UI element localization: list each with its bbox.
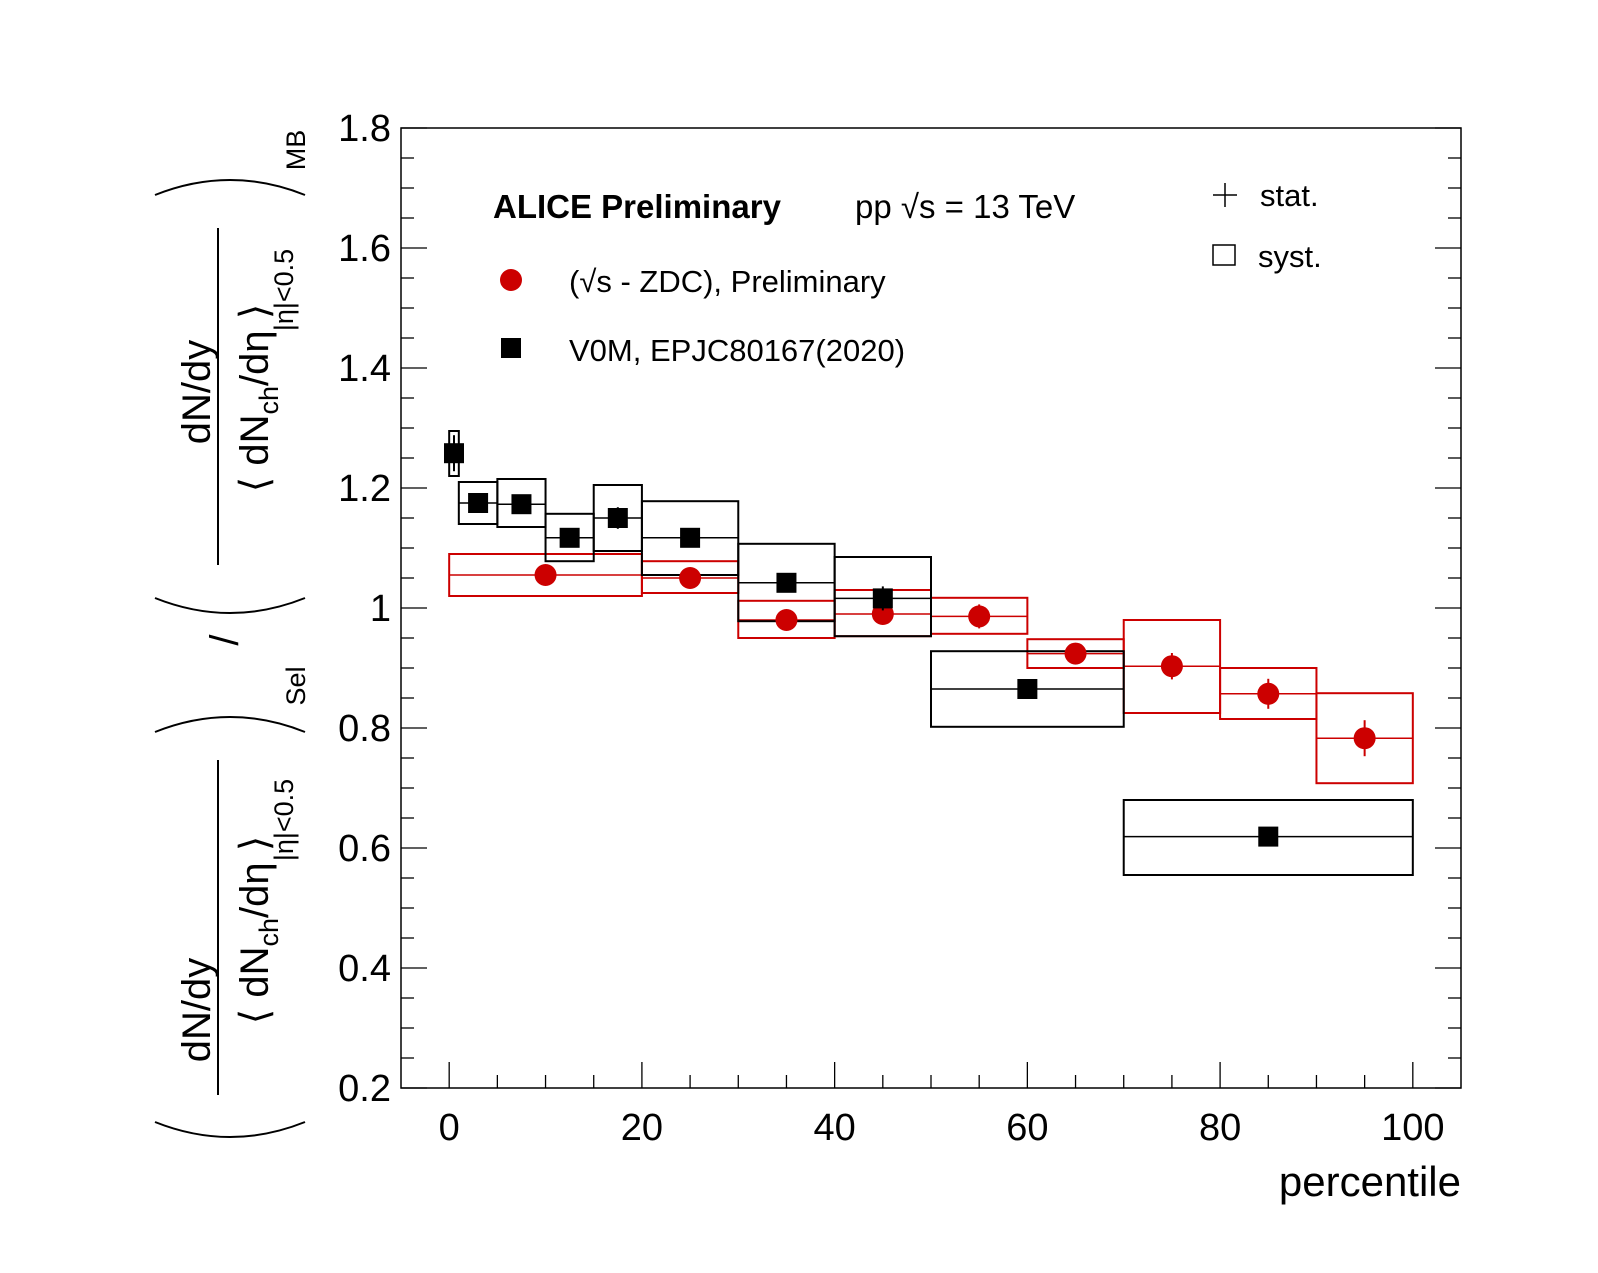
syst-legend-icon xyxy=(1212,244,1236,266)
y-axis-label: dN/dy ⟨ dNch/dη ⟩ |η|<0.5 Sel / dN/dy ⟨ … xyxy=(154,130,311,1138)
y-tick-label: 1.8 xyxy=(338,108,391,150)
axis-ticks xyxy=(401,127,1461,1089)
data-point-v0m xyxy=(559,527,580,548)
legend-marker-v0m xyxy=(501,338,521,358)
ylabel-mb-denominator: ⟨ dNch/dη ⟩ xyxy=(233,304,284,493)
data-point-v0m xyxy=(468,493,489,513)
data-point-zdc xyxy=(775,609,798,631)
ylabel-mb-numerator: dN/dy xyxy=(175,340,219,445)
ylabel-sel-denom-prefix: ⟨ dN xyxy=(233,947,277,1025)
data-point-v0m xyxy=(872,588,893,609)
data-markers xyxy=(444,435,1376,847)
y-tick-label: 0.2 xyxy=(338,1068,391,1110)
ylabel-mb-denom-prefix: ⟨ dN xyxy=(233,415,277,493)
ylabel-divider: / xyxy=(203,634,247,646)
y-tick-label: 1 xyxy=(370,588,391,630)
ylabel-mb-paren-top xyxy=(154,179,306,196)
legend-label-zdc: (√s - ZDC), Preliminary xyxy=(569,264,886,299)
y-tick-label: 1.4 xyxy=(338,348,391,390)
systematic-boxes xyxy=(448,430,1414,876)
data-point-v0m xyxy=(1258,826,1279,847)
data-point-zdc xyxy=(1257,682,1280,705)
syst-legend-label: syst. xyxy=(1258,239,1322,274)
x-tick-label: 80 xyxy=(1199,1107,1241,1149)
x-tick-label: 0 xyxy=(439,1107,460,1149)
data-point-zdc xyxy=(1353,727,1376,750)
legend-label-v0m: V0M, EPJC80167(2020) xyxy=(569,333,905,368)
stat-legend-icon xyxy=(1213,183,1237,207)
collision-energy-label: pp √s = 13 TeV xyxy=(855,188,1075,225)
ylabel-mb-paren-bottom xyxy=(154,597,306,614)
ylabel-sel-subscript: Sel xyxy=(281,666,311,705)
stat-legend-label: stat. xyxy=(1260,178,1319,213)
data-point-zdc xyxy=(534,564,557,586)
x-tick-label: 20 xyxy=(621,1107,663,1149)
ylabel-mb-denom-suffix: /dη ⟩ xyxy=(233,304,277,386)
x-tick-label: 100 xyxy=(1381,1107,1444,1149)
x-tick-label: 60 xyxy=(1006,1107,1048,1149)
data-point-v0m xyxy=(680,527,701,548)
ylabel-mb-subscript: MB xyxy=(281,130,311,171)
ylabel-sel-denominator: ⟨ dNch/dη ⟩ xyxy=(233,836,284,1025)
ylabel-sel-paren-bottom xyxy=(154,1121,306,1138)
data-point-zdc xyxy=(968,605,991,628)
ylabel-sel-denom-sub: ch xyxy=(254,918,284,947)
y-tick-label: 0.8 xyxy=(338,708,391,750)
data-point-v0m xyxy=(444,443,464,464)
ylabel-sel-denom-suffix: /dη ⟩ xyxy=(233,836,277,918)
ylabel-sel-eta-cut: |η|<0.5 xyxy=(269,779,299,861)
y-tick-label: 1.2 xyxy=(338,468,391,510)
legend-marker-zdc xyxy=(500,269,522,291)
data-point-v0m xyxy=(776,572,797,593)
y-tick-label: 0.4 xyxy=(338,948,391,990)
alice-preliminary-label: ALICE Preliminary xyxy=(493,188,782,225)
data-point-v0m xyxy=(607,508,628,528)
data-point-zdc xyxy=(679,567,702,589)
ylabel-sel-numerator: dN/dy xyxy=(175,958,219,1063)
syst-box xyxy=(496,478,547,528)
data-point-zdc xyxy=(1160,655,1183,678)
data-point-zdc xyxy=(1064,642,1087,665)
y-tick-label: 1.6 xyxy=(338,228,391,270)
x-tick-label: 40 xyxy=(813,1107,855,1149)
data-point-v0m xyxy=(1017,679,1038,699)
y-tick-label: 0.6 xyxy=(338,828,391,870)
x-axis-label: percentile xyxy=(1279,1158,1461,1205)
ylabel-sel-paren-top xyxy=(154,716,306,733)
ylabel-mb-eta-cut: |η|<0.5 xyxy=(269,249,299,331)
syst-box xyxy=(1122,799,1414,876)
data-point-zdc xyxy=(871,603,894,625)
syst-box xyxy=(833,556,932,638)
data-point-v0m xyxy=(511,494,532,515)
ylabel-mb-denom-sub: ch xyxy=(254,386,284,415)
tick-labels: 0 20 40 60 80 100 0.2 0.4 0.6 0.8 1 1.2 1.4 1.6 1.8 xyxy=(338,108,1444,1149)
